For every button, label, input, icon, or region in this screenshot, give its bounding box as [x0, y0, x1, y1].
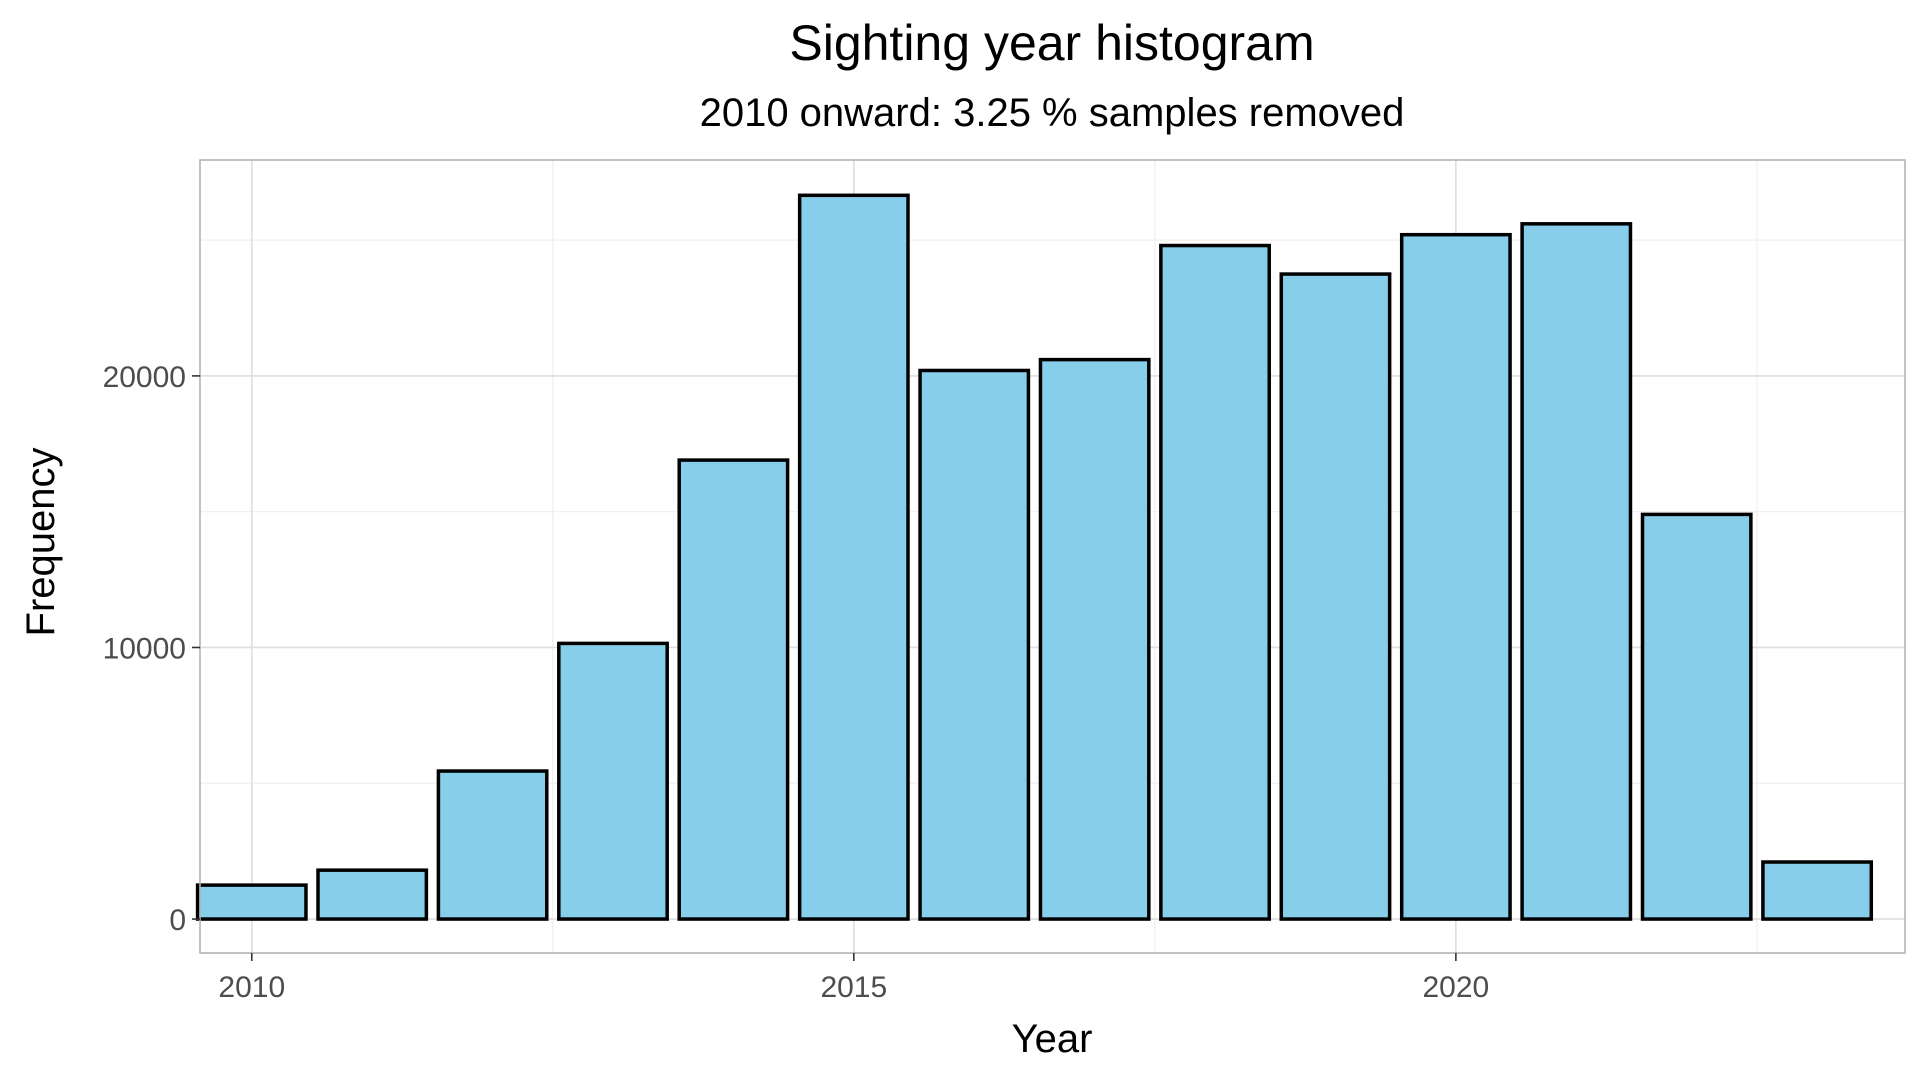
x-tick-label: 2015	[820, 971, 887, 1004]
bar-2022	[1640, 512, 1753, 921]
bar-2012	[436, 769, 549, 921]
y-tick-label: 10000	[103, 632, 186, 665]
bar-2021	[1520, 222, 1633, 921]
bar-2011	[316, 868, 429, 921]
chart-title: Sighting year histogram	[789, 15, 1314, 71]
bar-2023	[1761, 860, 1874, 921]
bars	[195, 193, 1874, 921]
y-tick-label: 20000	[103, 361, 186, 394]
bar-2014	[677, 458, 790, 921]
chart-subtitle: 2010 onward: 3.25 % samples removed	[700, 91, 1405, 135]
bar-2015	[797, 193, 910, 921]
x-axis-label: Year	[1012, 1017, 1093, 1061]
panel-border	[199, 159, 1906, 954]
bar-2017	[1038, 357, 1151, 921]
bar-2016	[918, 368, 1031, 921]
y-axis-label: Frequency	[19, 448, 63, 637]
bar-2018	[1159, 243, 1271, 921]
bar-2010	[195, 883, 308, 921]
bar-2019	[1279, 272, 1392, 921]
x-tick-label: 2020	[1422, 971, 1489, 1004]
x-tick-label: 2010	[218, 971, 285, 1004]
y-axis: 0 10000 20000	[103, 361, 200, 937]
x-axis: 2010 2015 2020	[218, 953, 1489, 1004]
y-tick-label: 0	[169, 904, 186, 937]
bar-2013	[557, 641, 669, 921]
bar-2020	[1399, 232, 1512, 921]
plot-panel	[195, 159, 1906, 954]
